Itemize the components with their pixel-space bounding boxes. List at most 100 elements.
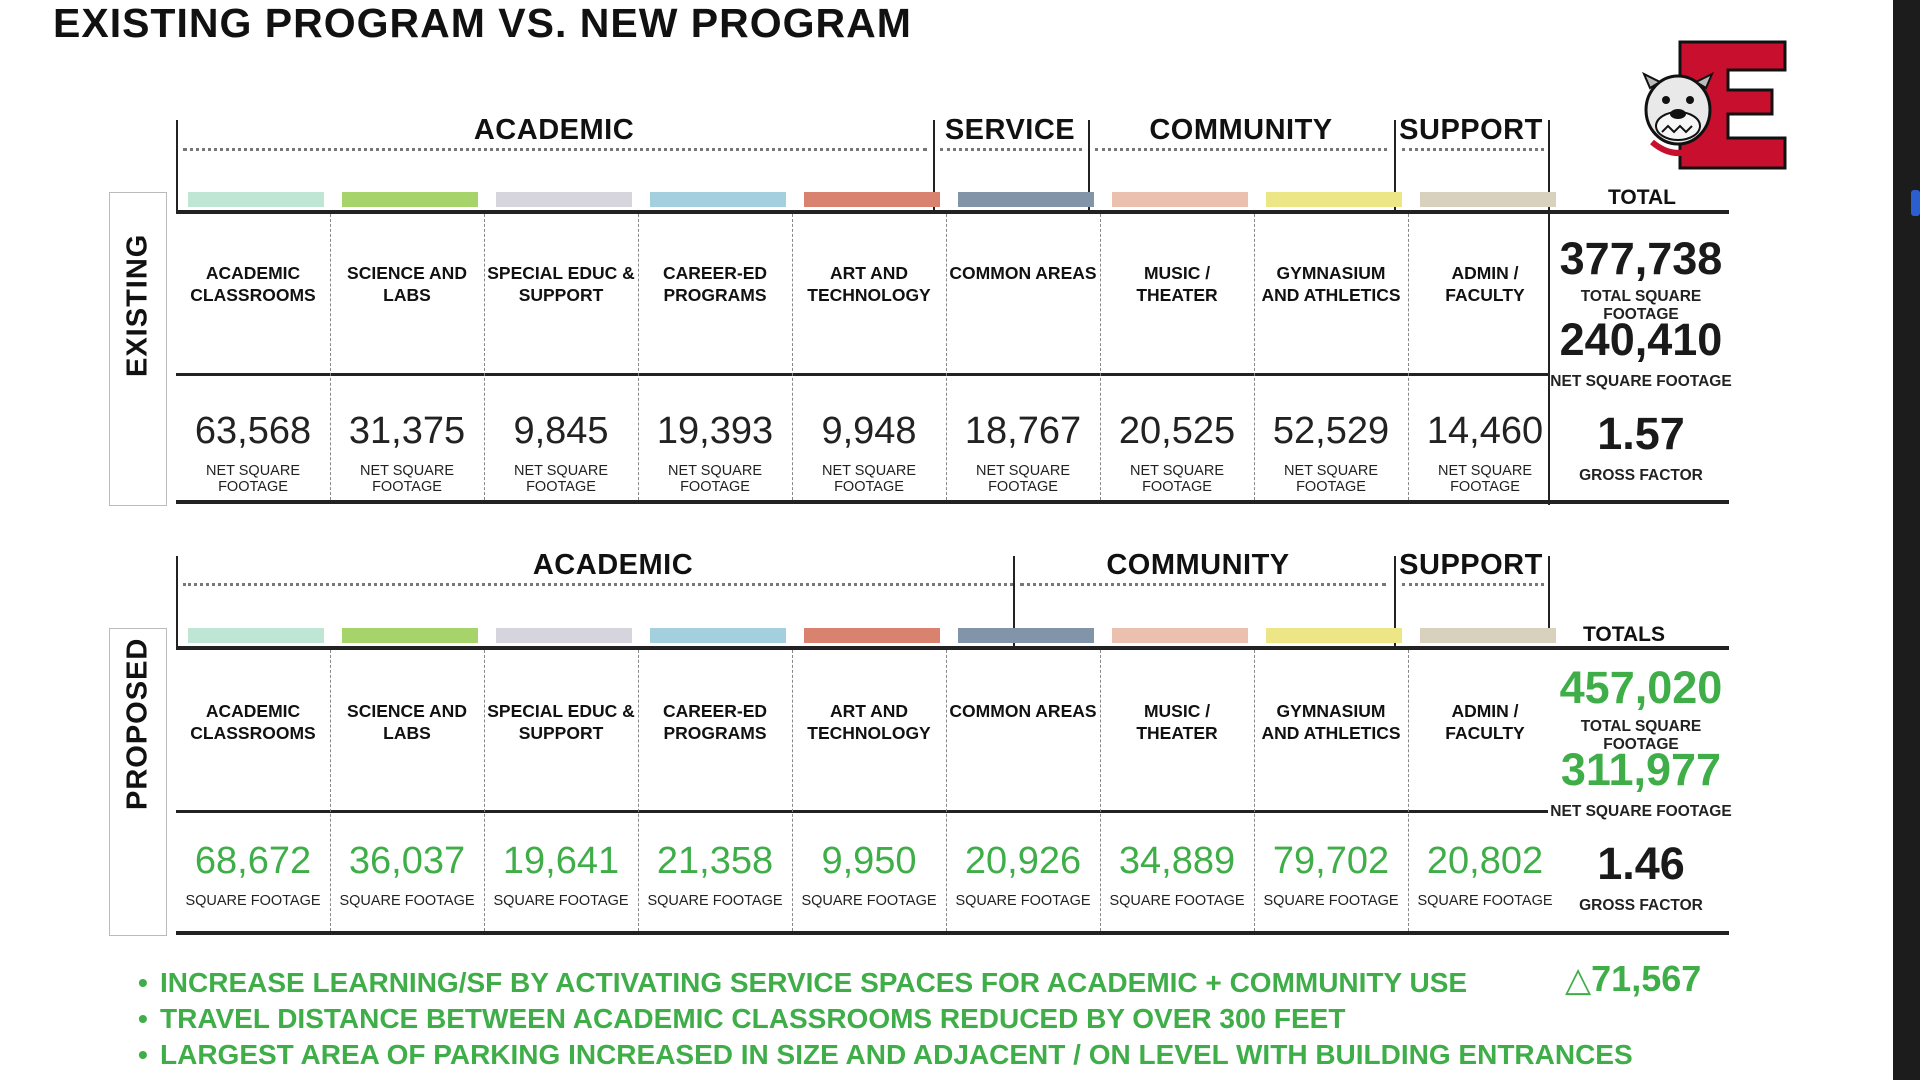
bullet-icon: • xyxy=(138,967,148,998)
bulldog-mascot-icon xyxy=(1642,40,1787,170)
category-value: 9,950 xyxy=(821,840,917,882)
group-separator xyxy=(176,120,178,213)
existing-side-box: EXISTING xyxy=(109,192,167,506)
swatch-1 xyxy=(188,628,324,643)
category-value: 68,672 xyxy=(194,840,312,882)
swatch-9 xyxy=(1420,192,1556,207)
table-bottom-rule xyxy=(176,500,1729,504)
category-label: SPECIAL EDUC & SUPPORT xyxy=(487,263,635,305)
key-points-list: • INCREASE LEARNING/SF BY ACTIVATING SERV… xyxy=(138,965,1633,1073)
column-divider xyxy=(1100,214,1101,500)
category-value: 34,889 xyxy=(1118,840,1236,882)
category-unit: NET SQUARE FOOTAGE xyxy=(359,463,454,495)
category-label: CAREER-ED PROGRAMS xyxy=(662,263,768,305)
category-unit: SQUARE FOOTAGE xyxy=(647,893,783,909)
scroll-thumb[interactable] xyxy=(1911,190,1920,216)
net-square-footage-label: NET SQUARE FOOTAGE xyxy=(1550,803,1732,820)
swatch-3 xyxy=(496,192,632,207)
category-unit: NET SQUARE FOOTAGE xyxy=(1283,463,1378,495)
category-unit: SQUARE FOOTAGE xyxy=(185,893,321,909)
swatch-7 xyxy=(1112,192,1248,207)
category-label: SCIENCE AND LABS xyxy=(347,701,467,743)
swatch-6 xyxy=(958,192,1094,207)
column-divider xyxy=(330,650,331,931)
table-middle-rule xyxy=(176,373,1548,376)
category-unit: NET SQUARE FOOTAGE xyxy=(975,463,1070,495)
totals-header: TOTALS xyxy=(1582,623,1666,646)
category-value: 20,525 xyxy=(1118,410,1236,452)
category-label: COMMON AREAS xyxy=(949,701,1097,721)
group-separator xyxy=(1013,556,1015,649)
category-label: CAREER-ED PROGRAMS xyxy=(662,701,768,743)
category-unit: SQUARE FOOTAGE xyxy=(955,893,1091,909)
category-unit: SQUARE FOOTAGE xyxy=(339,893,475,909)
net-square-footage-value: 240,410 xyxy=(1559,314,1723,365)
category-label: MUSIC / THEATER xyxy=(1136,701,1218,743)
column-divider xyxy=(792,214,793,500)
total-square-footage-label: TOTAL SQUARE FOOTAGE xyxy=(1580,288,1702,323)
swatch-8 xyxy=(1266,628,1402,643)
table-bottom-rule xyxy=(176,931,1729,935)
total-header: TOTAL xyxy=(1607,186,1677,209)
category-label: SPECIAL EDUC & SUPPORT xyxy=(487,701,635,743)
total-square-footage-label: TOTAL SQUARE FOOTAGE xyxy=(1580,718,1702,753)
net-square-footage-label: NET SQUARE FOOTAGE xyxy=(1550,373,1732,390)
table-middle-rule xyxy=(176,810,1548,813)
category-unit: NET SQUARE FOOTAGE xyxy=(1437,463,1532,495)
group-label-academic: ACADEMIC xyxy=(532,549,694,581)
column-divider xyxy=(638,650,639,931)
key-point-item: • LARGEST AREA OF PARKING INCREASED IN SI… xyxy=(138,1037,1633,1073)
column-divider xyxy=(792,650,793,931)
group-separator xyxy=(176,556,178,649)
column-divider xyxy=(1408,214,1409,500)
group-divider-academic xyxy=(183,583,1013,586)
group-label-service: SERVICE xyxy=(944,114,1076,146)
net-square-footage-value: 311,977 xyxy=(1560,744,1722,795)
category-value: 63,568 xyxy=(194,410,312,452)
category-label: MUSIC / THEATER xyxy=(1136,263,1218,305)
column-divider xyxy=(946,214,947,500)
bullet-icon: • xyxy=(138,1039,148,1070)
swatch-8 xyxy=(1266,192,1402,207)
category-unit: NET SQUARE FOOTAGE xyxy=(513,463,608,495)
category-value: 20,802 xyxy=(1426,840,1544,882)
category-unit: NET SQUARE FOOTAGE xyxy=(1129,463,1224,495)
column-divider xyxy=(330,214,331,500)
group-separator xyxy=(1394,120,1396,213)
total-square-footage-value: 457,020 xyxy=(1559,662,1723,713)
key-point-item: • TRAVEL DISTANCE BETWEEN ACADEMIC CLASSR… xyxy=(138,1001,1633,1037)
category-unit: NET SQUARE FOOTAGE xyxy=(205,463,300,495)
key-point-item: • INCREASE LEARNING/SF BY ACTIVATING SERV… xyxy=(138,965,1633,1001)
gross-factor-label: GROSS FACTOR xyxy=(1579,897,1703,914)
bullet-icon: • xyxy=(138,1003,148,1034)
category-value: 21,358 xyxy=(656,840,774,882)
group-label-support: SUPPORT xyxy=(1399,549,1543,581)
column-divider xyxy=(638,214,639,500)
category-value: 14,460 xyxy=(1426,410,1544,452)
table-top-rule xyxy=(176,646,1729,650)
gross-factor-value: 1.46 xyxy=(1597,838,1685,889)
total-separator xyxy=(1548,120,1550,505)
category-value: 31,375 xyxy=(348,410,466,452)
table-top-rule xyxy=(176,210,1729,214)
scrollbar[interactable] xyxy=(1893,0,1920,1080)
category-unit: SQUARE FOOTAGE xyxy=(1417,893,1553,909)
swatch-4 xyxy=(650,628,786,643)
category-value: 9,948 xyxy=(821,410,917,452)
total-square-footage-value: 377,738 xyxy=(1559,233,1723,284)
proposed-side-box: PROPOSED xyxy=(109,628,167,936)
school-logo xyxy=(1640,38,1790,173)
delta-total: △71,567 xyxy=(1565,958,1701,1000)
category-value: 79,702 xyxy=(1272,840,1390,882)
gross-factor-label: GROSS FACTOR xyxy=(1579,467,1703,484)
existing-side-label: EXISTING xyxy=(121,233,154,377)
swatch-3 xyxy=(496,628,632,643)
category-label: ART AND TECHNOLOGY xyxy=(807,263,931,305)
column-divider xyxy=(1254,214,1255,500)
category-label: ART AND TECHNOLOGY xyxy=(807,701,931,743)
category-label: ACADEMIC CLASSROOMS xyxy=(190,263,316,305)
page-title: EXISTING PROGRAM VS. NEW PROGRAM xyxy=(53,0,912,46)
group-separator xyxy=(933,120,935,213)
category-value: 52,529 xyxy=(1272,410,1390,452)
swatch-5 xyxy=(804,192,940,207)
